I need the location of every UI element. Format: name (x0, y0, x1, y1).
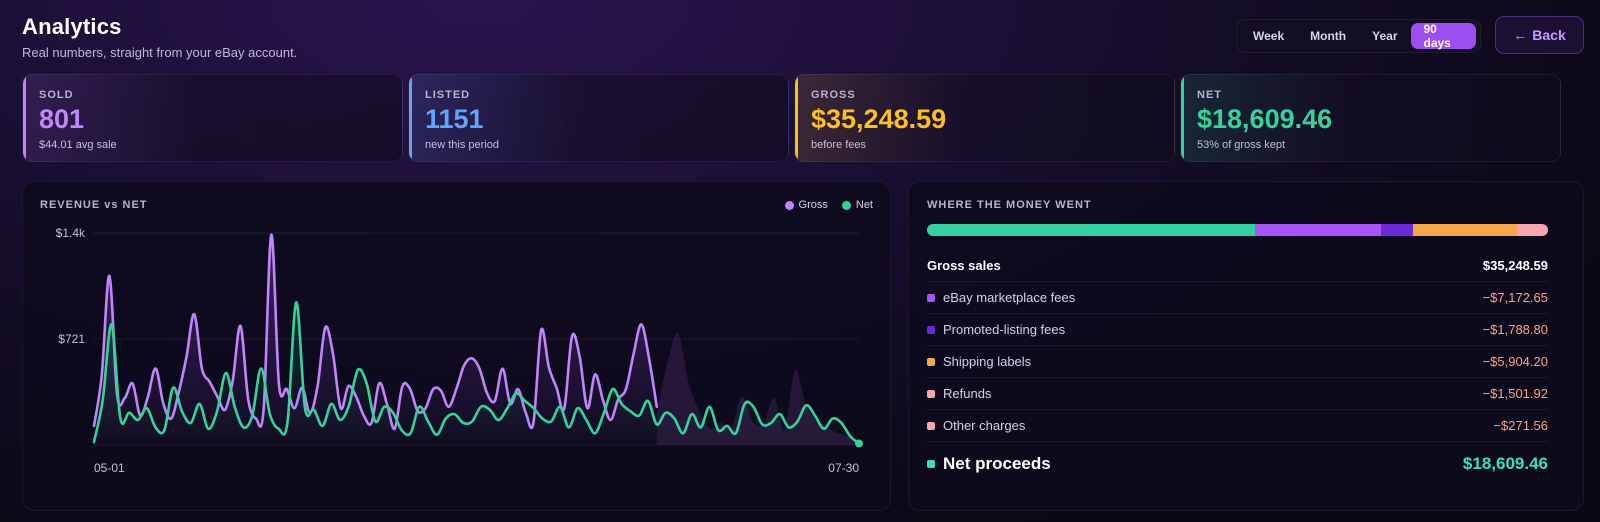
legend-dot (784, 200, 794, 210)
breakdown-list: Gross sales $35,248.59 eBay marketplace … (927, 250, 1548, 486)
legend-label: Gross (798, 199, 828, 211)
stat-accent-bar (1181, 75, 1184, 161)
stat-label: LISTED (425, 89, 471, 101)
stat-accent-bar (23, 75, 26, 161)
stat-note: 53% of gross kept (1197, 139, 1286, 151)
row-amount: −$7,172.65 (1482, 290, 1548, 305)
period-month-button[interactable]: Month (1310, 29, 1347, 43)
row-label: Shipping labels (943, 354, 1032, 369)
back-label: Back (1532, 27, 1566, 43)
stat-note: $44.01 avg sale (39, 139, 117, 151)
x-tick-label-start: 05-01 (94, 461, 125, 475)
stat-note: before fees (811, 139, 867, 151)
chart-legend: Gross Net (784, 199, 873, 211)
arrow-left-icon: ← (1513, 27, 1528, 43)
stat-value: 801 (39, 104, 85, 134)
net-endpoint-marker (855, 439, 863, 448)
stat-value: $35,248.59 (811, 104, 947, 134)
row-swatch (927, 325, 935, 334)
fee-row-ebay-marketplace: eBay marketplace fees −$7,172.65 (927, 282, 1548, 314)
row-label: eBay marketplace fees (943, 290, 1076, 305)
period-year-button[interactable]: Year (1372, 29, 1398, 43)
row-label: Promoted-listing fees (943, 322, 1066, 337)
stat-label: SOLD (39, 89, 74, 101)
y-tick-label: $721 (58, 332, 85, 346)
stat-card-net: NET $18,609.46 53% of gross kept (1180, 74, 1561, 162)
x-tick-label-end: 07-30 (828, 461, 859, 475)
stacked-bar-segment (1381, 224, 1413, 236)
stat-label: GROSS (811, 89, 856, 101)
row-label: Gross sales (927, 258, 1001, 273)
page-subtitle: Real numbers, straight from your eBay ac… (22, 45, 298, 60)
chart-title: REVENUE vs NET (40, 199, 148, 211)
page-title: Analytics (22, 14, 122, 39)
fee-row-promoted-listing: Promoted-listing fees −$1,788.80 (927, 314, 1548, 346)
period-week-button[interactable]: Week (1253, 29, 1285, 43)
stacked-bar-segment (1543, 224, 1548, 236)
stat-card-sold: SOLD 801 $44.01 avg sale (22, 74, 403, 162)
stat-value: 1151 (425, 104, 484, 134)
stacked-bar-segment (1254, 224, 1382, 236)
revenue-chart-panel: REVENUE vs NET Gross Net $1.4k $721 05- (22, 181, 891, 511)
period-90-days-button[interactable]: 90 days (1411, 22, 1476, 50)
row-swatch (927, 389, 935, 398)
series-line-net (92, 301, 861, 445)
row-swatch (927, 293, 935, 302)
net-proceeds-row: Net proceeds $18,609.46 (927, 442, 1548, 486)
fee-row-refunds: Refunds −$1,501.92 (927, 378, 1548, 410)
fee-row-other-charges: Other charges −$271.56 (927, 410, 1548, 442)
fee-row-shipping-labels: Shipping labels −$5,904.20 (927, 346, 1548, 378)
stacked-bar-segment (1412, 224, 1517, 236)
row-amount: −$1,788.80 (1482, 322, 1548, 337)
row-amount: $18,609.46 (1462, 454, 1548, 473)
stat-note: new this period (425, 139, 499, 151)
row-swatch (927, 357, 935, 366)
row-label: Other charges (943, 418, 1026, 433)
row-amount: −$1,501.92 (1482, 386, 1548, 401)
stacked-bar-segment (927, 224, 1255, 236)
row-swatch (927, 421, 935, 430)
breakdown-stacked-bar (927, 224, 1548, 236)
stat-card-listed: LISTED 1151 new this period (408, 74, 789, 162)
row-label: Refunds (943, 386, 992, 401)
y-tick-label: $1.4k (56, 226, 86, 240)
row-label: Net proceeds (943, 454, 1051, 473)
stat-accent-bar (409, 75, 412, 161)
row-swatch (927, 460, 935, 468)
stat-accent-bar (795, 75, 798, 161)
breakdown-title: WHERE THE MONEY WENT (927, 199, 1092, 211)
legend-item-gross: Gross (784, 199, 828, 211)
legend-dot (841, 200, 851, 210)
period-selector: Week Month Year 90 days (1236, 19, 1481, 53)
stat-value: $18,609.46 (1197, 104, 1333, 134)
money-breakdown-panel: WHERE THE MONEY WENT Gross sales $35,248… (908, 181, 1584, 511)
legend-label: Net (855, 199, 873, 211)
row-amount: −$5,904.20 (1482, 354, 1548, 369)
back-button[interactable]: ← Back (1495, 16, 1584, 54)
row-amount: −$271.56 (1493, 418, 1548, 433)
row-amount: $35,248.59 (1482, 258, 1548, 273)
revenue-chart: $1.4k $721 05-01 07-30 (56, 226, 863, 475)
legend-item-net: Net (841, 199, 873, 211)
stacked-bar-segment (1516, 224, 1544, 236)
stat-label: NET (1197, 89, 1222, 101)
gross-sales-row: Gross sales $35,248.59 (927, 250, 1548, 282)
page-header: Analytics Real numbers, straight from yo… (22, 14, 297, 60)
stat-card-gross: GROSS $35,248.59 before fees (794, 74, 1175, 162)
